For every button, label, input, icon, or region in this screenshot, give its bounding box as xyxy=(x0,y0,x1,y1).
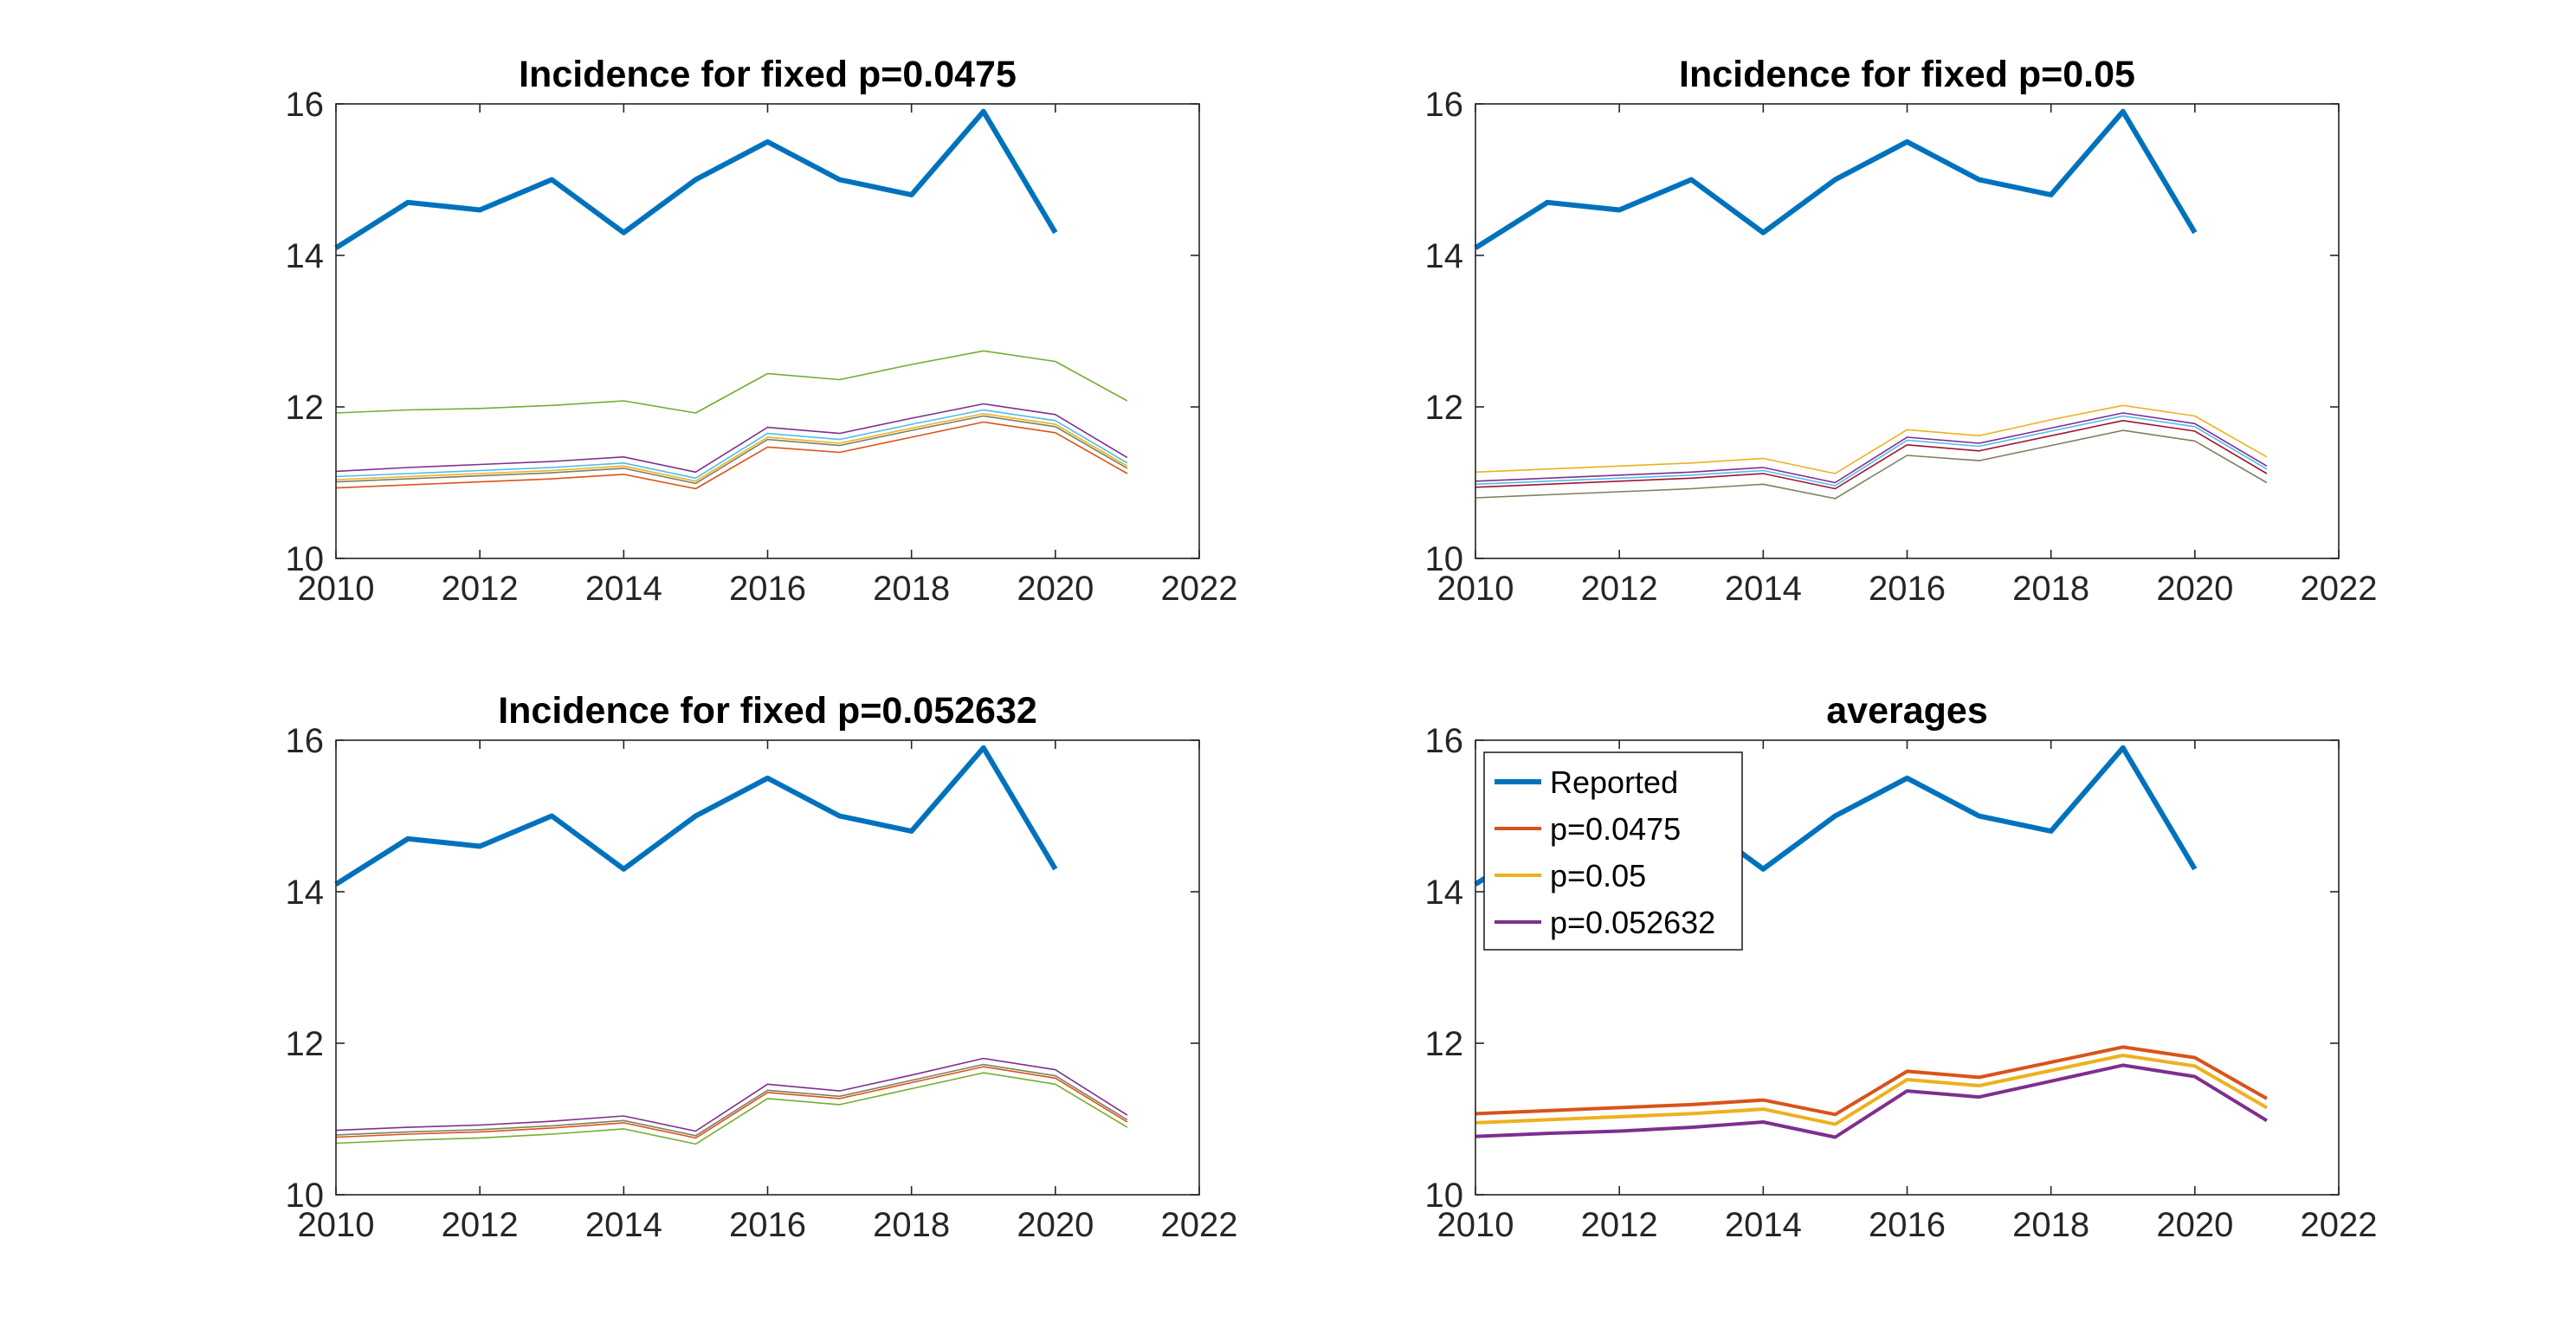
series-line-1 xyxy=(1474,108,2198,250)
y-tick-label: 10 xyxy=(1425,540,1464,578)
x-tick-label: 2022 xyxy=(2301,1206,2378,1244)
axis-frame xyxy=(335,103,1200,559)
x-tick-label: 2016 xyxy=(729,570,806,608)
x-tick-label: 2020 xyxy=(2156,1206,2233,1244)
x-tick-label: 2016 xyxy=(1869,570,1946,608)
axis-frame xyxy=(335,739,1200,1196)
x-tick-label: 2010 xyxy=(1437,1206,1514,1244)
chart-title: Incidence for fixed p=0.05 xyxy=(1679,54,2135,95)
chart-panel-1: 2010 2012 2014 2016 2018 2020 2022 10 12 14 16 Inci… xyxy=(286,54,1238,608)
series-line-2 xyxy=(335,1057,1128,1132)
x-tick-label: 2012 xyxy=(442,1206,519,1244)
legend-box xyxy=(1483,751,1743,951)
axis-frame xyxy=(1475,103,2340,559)
x-tick-label: 2020 xyxy=(1017,570,1094,608)
x-tick-label: 2016 xyxy=(1869,1206,1946,1244)
series-line-5 xyxy=(335,1072,1128,1145)
x-tick-label: 2022 xyxy=(1161,1206,1238,1244)
x-tick-label: 2012 xyxy=(1581,570,1658,608)
legend-label: p=0.052632 xyxy=(1550,905,1715,940)
chart-panel-3: 2010 2012 2014 2016 2018 2020 2022 10 12 14 16 Inci… xyxy=(286,690,1238,1244)
x-tick-label: 2022 xyxy=(1161,570,1238,608)
series-line-3 xyxy=(335,1063,1128,1137)
x-tick-label: 2010 xyxy=(298,1206,375,1244)
series-line-6 xyxy=(1475,429,2268,500)
x-tick-label: 2018 xyxy=(2012,570,2089,608)
chart-panel-2: 2010 2012 2014 2016 2018 2020 2022 10 12 14 16 Inci… xyxy=(1425,54,2378,608)
legend-label: p=0.0475 xyxy=(1550,811,1681,847)
series-line-3 xyxy=(335,403,1128,474)
y-tick-label: 14 xyxy=(1425,874,1464,912)
y-tick-label: 14 xyxy=(1425,237,1464,275)
series-line-5 xyxy=(1475,419,2268,490)
chart-title: Incidence for fixed p=0.0475 xyxy=(519,54,1017,95)
x-tick-label: 2018 xyxy=(873,570,950,608)
x-tick-label: 2016 xyxy=(729,1206,806,1244)
y-tick-label: 12 xyxy=(1425,1025,1464,1063)
chart-title: Incidence for fixed p=0.052632 xyxy=(498,690,1037,732)
series-line-7 xyxy=(335,421,1128,490)
series-line-2 xyxy=(335,350,1128,414)
y-tick-label: 10 xyxy=(1425,1177,1464,1215)
x-tick-label: 2022 xyxy=(2301,570,2378,608)
x-tick-label: 2012 xyxy=(442,570,519,608)
y-tick-label: 14 xyxy=(286,874,325,912)
y-tick-label: 12 xyxy=(286,1025,325,1063)
y-tick-label: 10 xyxy=(286,540,325,578)
legend-label: p=0.05 xyxy=(1550,858,1646,893)
x-tick-label: 2020 xyxy=(1017,1206,1094,1244)
series-line-2 xyxy=(1475,1045,2268,1117)
series-line-6 xyxy=(335,415,1128,485)
series-line-4 xyxy=(335,1066,1128,1139)
x-tick-label: 2018 xyxy=(2012,1206,2089,1244)
y-tick-label: 12 xyxy=(1425,389,1464,427)
legend: Reported p=0.0475 p=0.05 p=0.052632 xyxy=(1483,751,1743,951)
x-tick-label: 2012 xyxy=(1581,1206,1658,1244)
y-tick-label: 10 xyxy=(286,1177,325,1215)
x-tick-label: 2014 xyxy=(1725,570,1802,608)
y-tick-label: 16 xyxy=(286,722,325,760)
series-line-4 xyxy=(1475,1063,2268,1139)
y-tick-label: 14 xyxy=(286,237,325,275)
x-tick-label: 2018 xyxy=(873,1206,950,1244)
series-line-3 xyxy=(1475,412,2268,484)
chart-title: averages xyxy=(1826,690,1988,732)
series-line-4 xyxy=(335,409,1128,480)
y-tick-label: 16 xyxy=(1425,86,1464,124)
series-line-4 xyxy=(1475,415,2268,487)
legend-label: Reported xyxy=(1550,764,1678,800)
x-tick-label: 2020 xyxy=(2156,570,2233,608)
series-line-1 xyxy=(334,108,1058,250)
x-tick-label: 2010 xyxy=(298,570,375,608)
x-tick-label: 2010 xyxy=(1437,570,1514,608)
series-line-3 xyxy=(1475,1054,2268,1126)
x-tick-label: 2014 xyxy=(1725,1206,1802,1244)
x-tick-label: 2014 xyxy=(585,570,662,608)
series-line-2 xyxy=(1475,404,2268,474)
series-line-5 xyxy=(335,413,1128,482)
x-tick-label: 2014 xyxy=(585,1206,662,1244)
chart-panel-4: 2010 2012 2014 2016 2018 2020 2022 10 12 14 16 aver… xyxy=(1425,690,2378,1244)
y-tick-label: 12 xyxy=(286,389,325,427)
y-tick-label: 16 xyxy=(286,86,325,124)
series-line-1 xyxy=(334,745,1058,887)
y-tick-label: 16 xyxy=(1425,722,1464,760)
